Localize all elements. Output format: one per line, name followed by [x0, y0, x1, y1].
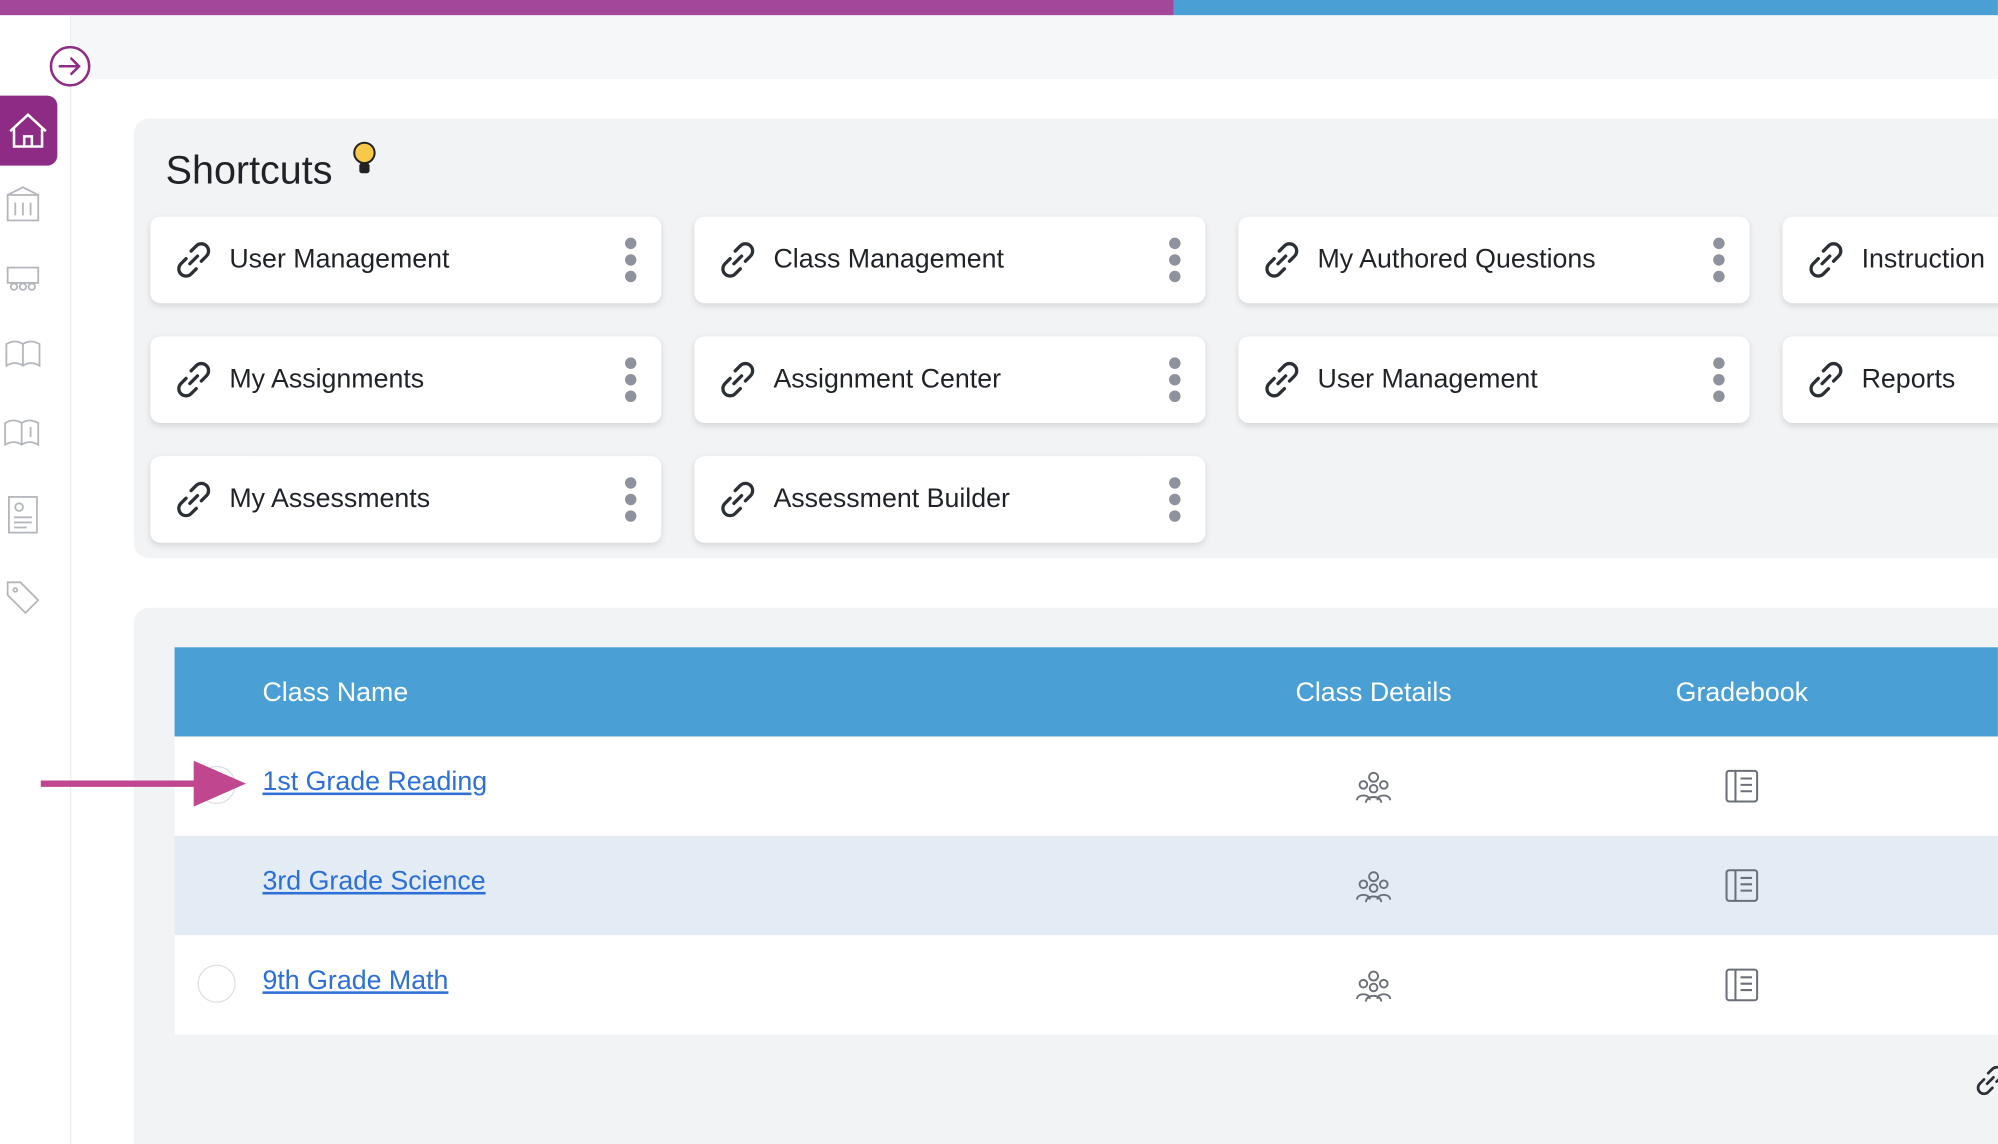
table-row: 9th Grade Math	[174, 935, 1998, 1035]
shortcut-card[interactable]: User Management	[150, 216, 662, 304]
more-menu[interactable]	[1167, 237, 1182, 283]
pointer-arrow	[40, 760, 246, 807]
link-icon	[1265, 242, 1299, 278]
shortcut-card[interactable]: Assignment Center	[694, 336, 1206, 424]
sidebar	[0, 15, 72, 1144]
gradebook-icon[interactable]	[1723, 866, 1761, 904]
class-details-icon[interactable]	[1354, 767, 1392, 805]
column-header: Class Name	[262, 677, 409, 708]
shortcut-label: Instruction	[1861, 244, 1986, 274]
link-icon	[1265, 361, 1299, 398]
more-menu[interactable]	[623, 477, 638, 523]
link-icon	[177, 361, 211, 398]
shortcut-card[interactable]: Class Management	[694, 216, 1206, 304]
link-icon	[1809, 361, 1843, 398]
link-icon	[177, 242, 211, 278]
row-select[interactable]	[197, 865, 236, 904]
shortcut-card[interactable]: User Management	[1238, 336, 1750, 424]
shortcut-card[interactable]: Assessment Builder	[694, 456, 1206, 543]
class-details-icon[interactable]	[1354, 966, 1392, 1004]
shortcut-label: Assessment Builder	[773, 484, 1010, 514]
section-title: Shortcuts	[165, 147, 333, 193]
table-header: Class Name Class Details Gradebook	[174, 647, 1998, 737]
column-header: Class Details	[1295, 677, 1452, 708]
gradebook-icon[interactable]	[1723, 767, 1761, 805]
shortcut-label: My Authored Questions	[1317, 244, 1596, 274]
shortcut-label: User Management	[229, 244, 450, 274]
class-details-icon[interactable]	[1354, 866, 1392, 904]
more-menu[interactable]	[1167, 477, 1182, 523]
more-menu[interactable]	[623, 357, 638, 403]
more-menu[interactable]	[1711, 357, 1726, 403]
link-icon	[177, 481, 211, 518]
class-link[interactable]: 1st Grade Reading	[262, 767, 488, 797]
shortcut-card[interactable]: Reports	[1782, 336, 1998, 424]
shortcut-label: My Assignments	[229, 364, 425, 394]
nav-icons[interactable]	[3, 185, 46, 631]
progress-bar	[1173, 0, 1998, 16]
shortcut-label: Assignment Center	[773, 364, 1002, 394]
table-row: 3rd Grade Science	[174, 835, 1998, 936]
more-menu[interactable]	[1711, 237, 1726, 283]
row-select[interactable]	[197, 964, 236, 1003]
link-icon	[721, 361, 755, 398]
link-icon	[721, 481, 755, 518]
shortcut-card[interactable]: My Assignments	[150, 336, 662, 424]
top-strip	[71, 15, 1998, 80]
shortcut-card[interactable]: Instruction	[1782, 216, 1998, 304]
column-header: Gradebook	[1675, 677, 1809, 708]
expand-button[interactable]	[48, 45, 91, 89]
shortcut-label: Class Management	[773, 244, 1004, 274]
shortcut-label: Reports	[1861, 364, 1956, 394]
shortcut-label: My Assessments	[229, 484, 431, 514]
link-icon[interactable]	[1972, 1063, 1998, 1099]
shortcut-card[interactable]: My Authored Questions	[1238, 216, 1750, 304]
bulb-icon	[353, 141, 376, 174]
class-link[interactable]: 3rd Grade Science	[262, 866, 486, 896]
progress-bar	[0, 0, 1174, 16]
shortcut-label: User Management	[1317, 364, 1538, 394]
nav-home[interactable]	[0, 95, 58, 166]
class-link[interactable]: 9th Grade Math	[262, 965, 449, 996]
table-row: 1st Grade Reading	[174, 736, 1998, 836]
link-icon	[721, 242, 755, 278]
more-menu[interactable]	[623, 237, 638, 283]
shortcut-card[interactable]: My Assessments	[150, 456, 662, 543]
more-menu[interactable]	[1167, 357, 1182, 403]
gradebook-icon[interactable]	[1723, 966, 1761, 1004]
link-icon	[1809, 242, 1843, 278]
